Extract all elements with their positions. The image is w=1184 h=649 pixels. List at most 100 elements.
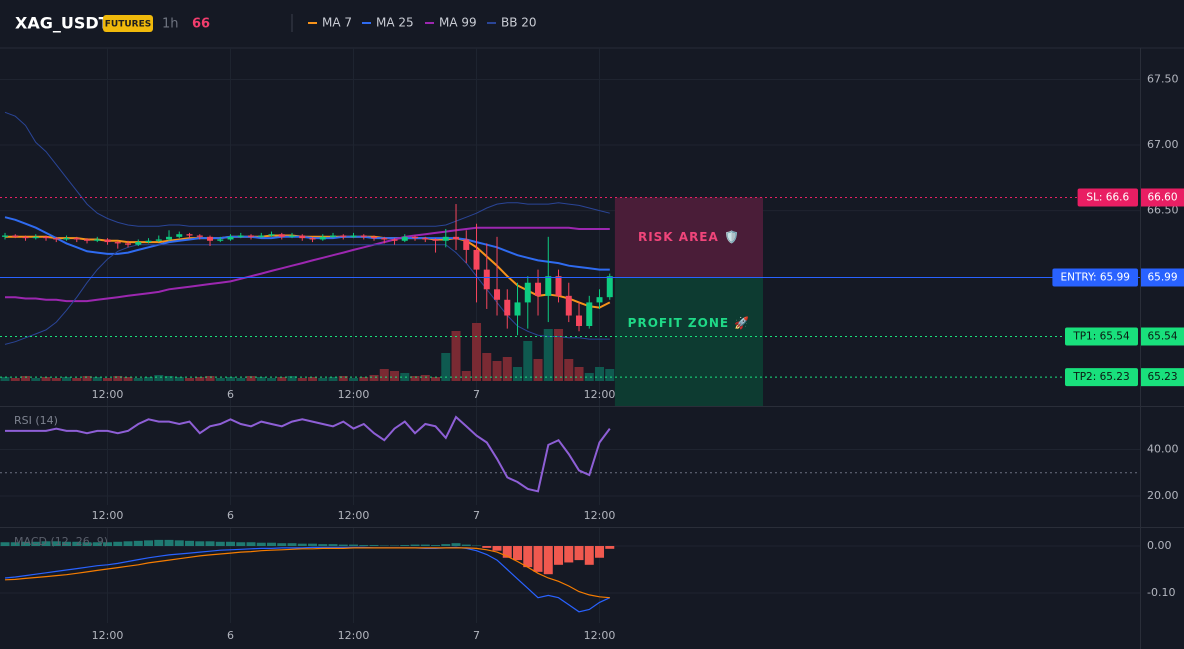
histogram-bar — [185, 540, 195, 547]
volume-bar — [185, 378, 195, 381]
legend-label: BB 20 — [501, 16, 537, 30]
volume-bar — [0, 377, 10, 381]
volume-bar — [154, 375, 164, 381]
volume-bar — [215, 378, 225, 381]
candle-body — [473, 249, 480, 270]
histogram-bar — [533, 546, 543, 572]
histogram-bar — [277, 543, 287, 547]
candle-body — [606, 276, 613, 298]
volume-bar — [144, 377, 154, 381]
level-tag — [1052, 268, 1138, 287]
histogram-bar — [297, 543, 307, 547]
legend-label: MA 25 — [376, 16, 414, 30]
candle-body — [176, 234, 183, 237]
histogram-bar — [123, 541, 133, 547]
candle-body — [596, 297, 603, 303]
histogram-bar — [133, 540, 143, 547]
histogram-bar — [328, 544, 338, 547]
macd-line — [4, 546, 611, 613]
candle-body — [114, 242, 121, 244]
badge-bg — [103, 15, 153, 32]
candle-body — [32, 236, 39, 239]
volume-bar — [595, 367, 605, 381]
volume-bar — [543, 329, 553, 381]
level-label: TP1: 65.54 — [1072, 330, 1130, 342]
candle-body — [258, 235, 265, 237]
candle-body — [535, 282, 542, 296]
zone — [614, 197, 763, 278]
zone-label: RISK AREA 🛡️ — [638, 230, 740, 244]
x-tick-label: 12:00 — [92, 509, 124, 522]
volume-bar — [256, 377, 266, 381]
histogram-bar — [31, 541, 41, 547]
volume-bar — [113, 376, 123, 381]
macd-line — [4, 547, 610, 599]
volume-bar — [62, 377, 72, 381]
candle-body — [360, 235, 367, 237]
axis-price-label: 65.54 — [1147, 330, 1177, 342]
volume-bar — [103, 378, 113, 381]
candle-body — [155, 239, 162, 241]
histogram-bar — [523, 546, 533, 568]
x-tick-label: 6 — [227, 509, 234, 522]
level-label: SL: 66.6 — [1086, 191, 1129, 203]
y-tick-label: -0.10 — [1147, 586, 1175, 599]
zone-label: PROFIT ZONE 🚀 — [628, 316, 751, 330]
histogram-bar — [205, 541, 215, 547]
candle-body — [524, 282, 531, 303]
histogram-bar — [400, 545, 410, 547]
candle-body — [545, 276, 552, 296]
candle-body — [586, 302, 593, 327]
interval[interactable]: 1h — [162, 17, 179, 32]
histogram-bar — [174, 540, 184, 547]
histogram-bar — [0, 542, 10, 547]
x-tick-label: 12:00 — [584, 388, 616, 401]
candle-body — [196, 235, 203, 237]
volume-bar — [420, 375, 430, 381]
volume-bar — [492, 361, 502, 381]
histogram-bar — [492, 546, 502, 551]
volume-bar — [349, 378, 359, 381]
symbol: XAG_USDT — [15, 14, 110, 33]
candle-body — [207, 236, 214, 241]
candle-body — [2, 235, 9, 237]
volume-bar — [390, 371, 400, 381]
volume-bar — [82, 376, 92, 381]
bb-upper — [4, 111, 610, 227]
volume-bar — [226, 377, 236, 381]
volume-bar — [472, 323, 482, 381]
candle-body — [145, 240, 152, 243]
histogram-bar — [113, 541, 123, 547]
histogram-bar — [605, 546, 615, 549]
volume-bar — [410, 376, 420, 381]
candle-body — [186, 234, 193, 236]
histogram-bar — [502, 546, 512, 558]
histogram-bar — [236, 542, 246, 547]
histogram-bar — [144, 540, 154, 547]
candle-body — [268, 234, 275, 236]
candle-body — [12, 235, 19, 237]
candle-body — [565, 295, 572, 316]
panel-title: RSI (14) — [14, 414, 58, 427]
volume-bar — [92, 377, 102, 381]
histogram-bar — [195, 541, 205, 547]
histogram-bar — [256, 542, 266, 547]
histogram-bar — [287, 543, 297, 547]
histogram-bar — [103, 542, 113, 547]
volume-bar — [164, 376, 174, 381]
x-tick-label: 6 — [227, 388, 234, 401]
histogram-bar — [21, 541, 31, 547]
histogram-bar — [472, 545, 482, 547]
candle-body — [237, 235, 244, 237]
histogram-bar — [359, 545, 369, 547]
histogram-bar — [379, 545, 389, 547]
volume-bar — [287, 376, 297, 381]
x-tick-label: 12:00 — [338, 509, 370, 522]
axis-price-label: 66.60 — [1147, 191, 1177, 203]
candle-body — [371, 236, 378, 239]
volume-bar — [174, 377, 184, 381]
candle-body — [319, 236, 326, 240]
candle-body — [22, 236, 29, 239]
